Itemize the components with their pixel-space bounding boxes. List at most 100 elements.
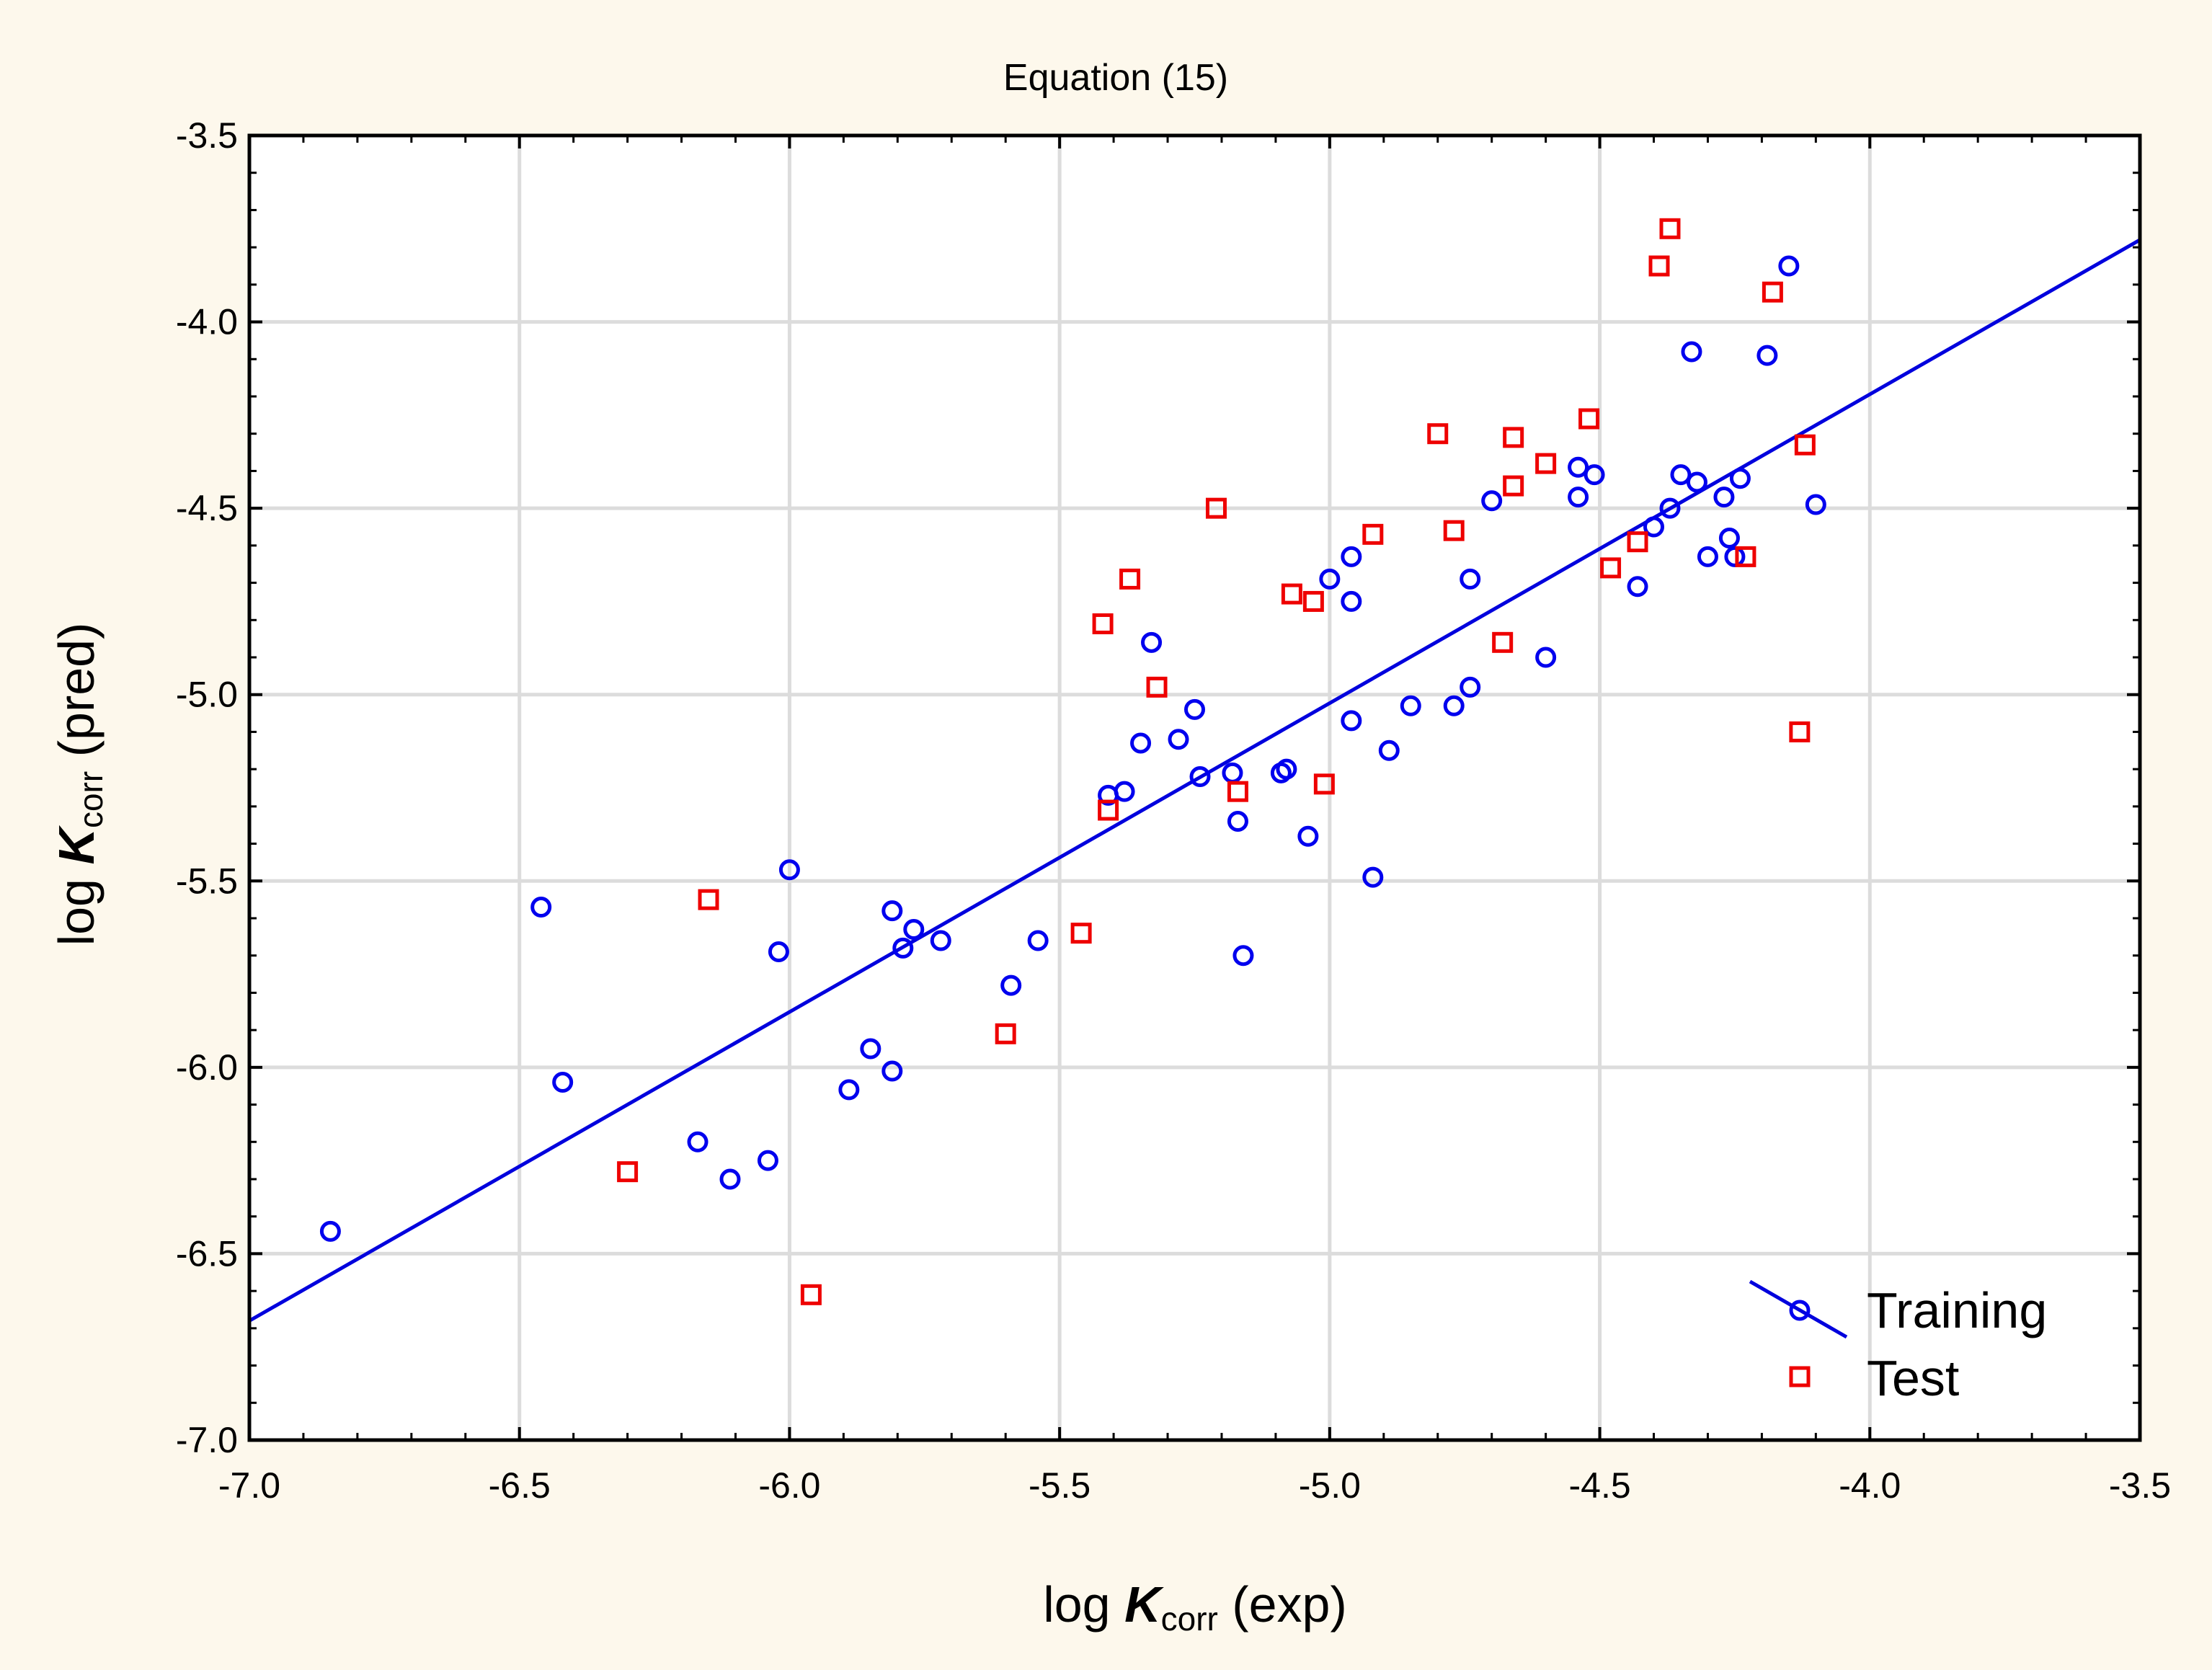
tick-labels: -7.0 -6.5 -6.0 -5.5 -5.0 -4.5 -4.0 -3.5 -7.0 -6.5… (176, 115, 2171, 1506)
y-axis-label-subscript: corr (72, 771, 110, 828)
training-point (1232, 945, 1254, 967)
x-axis-label-symbol: K (1124, 1576, 1164, 1633)
training-point (1227, 811, 1248, 832)
training-point (1568, 487, 1589, 508)
training-point (1443, 695, 1465, 716)
training-point (1481, 490, 1503, 512)
training-point (1697, 546, 1718, 567)
training-point (1141, 631, 1163, 653)
test-point (617, 1161, 639, 1183)
training-point (881, 900, 903, 922)
training-point (1713, 487, 1735, 508)
x-axis-label-prefix: log (1043, 1576, 1124, 1633)
test-point (1302, 590, 1324, 612)
x-tick-label: -7.0 (218, 1465, 280, 1506)
x-tick-label: -6.5 (489, 1465, 551, 1506)
test-point (1578, 408, 1600, 430)
training-point (1724, 546, 1746, 567)
test-point (1648, 255, 1670, 277)
legend-training-label: Training (1867, 1282, 2047, 1338)
legend-test-label: Test (1867, 1350, 1959, 1406)
training-point (881, 1060, 903, 1082)
test-point (1227, 781, 1248, 802)
x-tick-label: -4.5 (1568, 1465, 1630, 1506)
training-point (1670, 464, 1692, 486)
training-point (757, 1150, 778, 1171)
training-point (1341, 710, 1362, 732)
y-tick-label: -4.5 (176, 488, 238, 528)
x-tick-label: -3.5 (2109, 1465, 2171, 1506)
training-point (778, 859, 800, 881)
y-tick-label: -4.0 (176, 302, 238, 342)
y-tick-label: -7.0 (176, 1420, 238, 1460)
training-point (1341, 590, 1362, 612)
training-point (1319, 568, 1341, 590)
training-point (1114, 781, 1135, 802)
legend-test-marker (1789, 1366, 1811, 1387)
training-point (1805, 494, 1826, 515)
training-point (838, 1079, 860, 1101)
training-point (1778, 255, 1800, 277)
training-point (1130, 732, 1152, 754)
test-point (1443, 520, 1465, 541)
test-point (1119, 568, 1141, 590)
training-point (1297, 825, 1319, 847)
training-point (1184, 698, 1205, 720)
legend-training-line (1749, 1279, 1848, 1339)
x-tick-label: -5.0 (1299, 1465, 1361, 1506)
test-point (995, 1023, 1016, 1044)
plot-area (249, 136, 2140, 1440)
y-tick-label: -5.0 (176, 675, 238, 715)
y-tick-label: -3.5 (176, 115, 238, 156)
y-axis-label-symbol: K (48, 825, 105, 865)
training-point (1756, 345, 1778, 366)
test-point (1098, 799, 1119, 821)
x-axis-label: log Kcorr (exp) (1043, 1576, 1347, 1638)
training-point (1681, 341, 1702, 363)
test-point (1362, 523, 1384, 545)
training-point (903, 919, 925, 941)
training-point (1341, 546, 1362, 567)
y-axis-label: log Kcorr (pred) (48, 623, 110, 946)
test-point (1313, 773, 1335, 795)
x-axis-label-subscript: corr (1161, 1600, 1218, 1638)
training-point (1643, 516, 1665, 538)
x-tick-label: -4.0 (1839, 1465, 1901, 1506)
training-point (1168, 729, 1189, 750)
fit-line-layer (248, 238, 2141, 1323)
test-point (1092, 613, 1114, 634)
training-point (1584, 464, 1605, 486)
regression-line (248, 238, 2141, 1323)
training-point (1460, 568, 1481, 590)
y-tick-label: -5.5 (176, 861, 238, 901)
test-point (1146, 676, 1168, 698)
test-point (1659, 218, 1681, 239)
training-point (1000, 974, 1022, 996)
training-point (1568, 456, 1589, 478)
test-point (1794, 434, 1816, 456)
training-point (1627, 576, 1648, 598)
legend: Training Test (1749, 1279, 2047, 1406)
legend-training-marker (1789, 1300, 1811, 1321)
test-point (1600, 557, 1622, 579)
y-axis-label-suffix: (pred) (48, 623, 105, 771)
test-point (1427, 423, 1449, 445)
training-point (1362, 866, 1384, 888)
training-point (930, 930, 951, 951)
training-point (719, 1168, 741, 1190)
points-layer (319, 218, 1826, 1305)
training-point (319, 1220, 341, 1242)
training-point (892, 937, 914, 959)
test-point (1735, 546, 1756, 567)
x-tick-label: -6.0 (758, 1465, 820, 1506)
test-point (1070, 923, 1092, 944)
training-point (1400, 695, 1421, 716)
training-point (1729, 468, 1751, 489)
training-point (860, 1038, 881, 1060)
test-point (1503, 475, 1524, 497)
x-tick-label: -5.5 (1029, 1465, 1091, 1506)
training-point (1535, 647, 1557, 668)
test-point (698, 889, 719, 910)
